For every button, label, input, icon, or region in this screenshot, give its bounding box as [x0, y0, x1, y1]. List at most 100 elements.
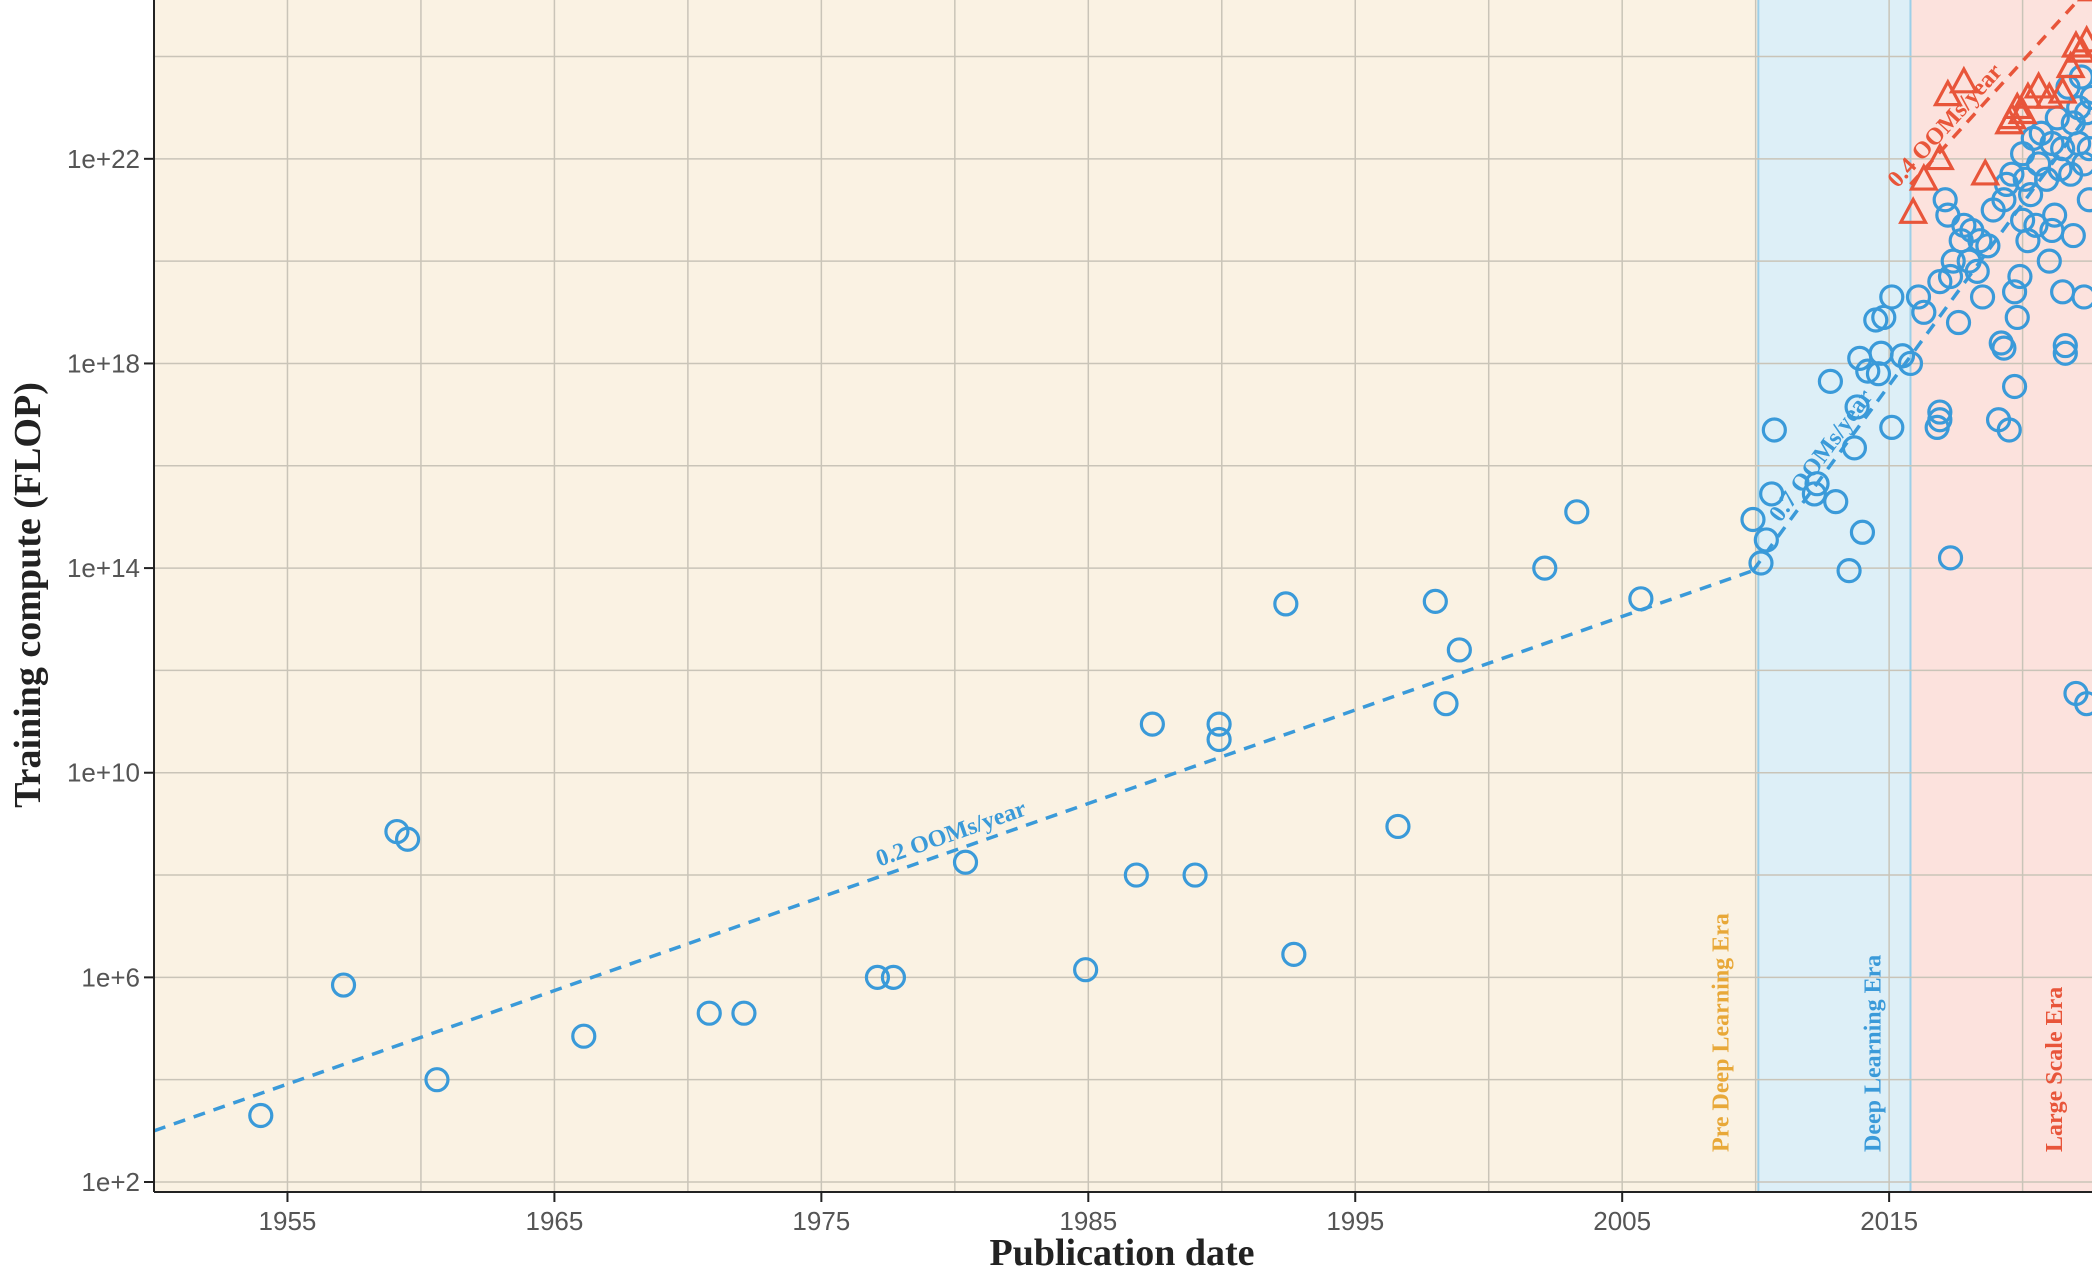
data-point-circle-0: [248, 1102, 274, 1129]
data-point-circle-110: [2071, 151, 2092, 177]
trendline-0: [153, 569, 1754, 1133]
data-point-triangle-4: [1948, 65, 1979, 94]
data-point-circle-16: [1206, 726, 1232, 753]
data-point-triangle-13: [2047, 75, 2078, 104]
data-point-circle-10: [952, 849, 979, 875]
data-point-circle-3: [394, 826, 421, 852]
data-point-circle-75: [1996, 417, 2022, 443]
data-point-circle-45: [1879, 414, 1905, 441]
data-point-circle-34: [1823, 488, 1849, 515]
data-point-triangle-9: [2007, 96, 2038, 125]
data-point-circle-17: [1273, 591, 1299, 617]
era-labels: Pre Deep Learning Era Deep Learning Era La…: [1708, 913, 2068, 1152]
data-point-circle-11: [1073, 957, 1099, 983]
data-point-triangle-11: [2023, 70, 2054, 99]
era-label-2: Large Scale Era: [2042, 987, 2068, 1152]
data-point-triangle-14: [2055, 50, 2086, 79]
data-point-circle-15: [1206, 711, 1232, 737]
data-point-circle-67: [1969, 284, 1996, 310]
y-tick-label-4: 1e+18: [67, 348, 140, 378]
data-point-circle-112: [2074, 100, 2092, 126]
data-point-circle-20: [1422, 588, 1448, 614]
data-point-circle-40: [1855, 358, 1881, 384]
data-point-circle-35: [1836, 558, 1862, 584]
data-point-circle-113: [2076, 187, 2092, 213]
data-point-circle-52: [1927, 399, 1953, 425]
y-tick-label-2: 1e+10: [67, 758, 140, 788]
x-tick-label-1: 1965: [525, 1206, 583, 1236]
data-point-circle-73: [1991, 187, 2017, 213]
data-point-circle-46: [1879, 284, 1905, 310]
data-point-circle-13: [1139, 711, 1165, 737]
data-point-circle-60: [1945, 309, 1972, 336]
data-point-triangle-17: [2071, 24, 2092, 53]
tick-labels: 1955 1965 1975 1985 1995 2005 2015 1e+2 1e+6 1e+1…: [67, 144, 1918, 1236]
data-point-circle-48: [1897, 350, 1924, 377]
era-label-0: Pre Deep Learning Era: [1708, 913, 1734, 1152]
data-point-circle-94: [2042, 202, 2068, 228]
data-point-circle-80: [2007, 263, 2033, 290]
data-point-triangle-15: [2060, 29, 2092, 58]
x-tick-label-3: 1985: [1059, 1206, 1117, 1236]
data-point-circle-58: [1937, 263, 1964, 290]
data-point-circle-115: [2079, 84, 2092, 111]
data-point-circle-8: [864, 964, 891, 990]
era-backgrounds: [154, 0, 2092, 1192]
era-band-0: [154, 0, 1759, 1192]
y-tick-label-5: 1e+22: [67, 144, 140, 174]
x-tick-label-0: 1955: [259, 1206, 317, 1236]
x-axis-title: Publication date: [990, 1232, 1255, 1274]
data-point-circle-30: [1761, 417, 1787, 443]
data-point-circle-9: [880, 964, 907, 990]
data-point-circle-28: [1753, 527, 1779, 553]
data-point-circle-84: [2015, 228, 2041, 254]
data-point-circle-91: [2036, 248, 2062, 274]
data-point-circle-50: [1911, 299, 1937, 325]
data-point-circle-104: [2060, 222, 2086, 249]
data-point-circle-49: [1905, 284, 1932, 310]
data-point-circle-76: [1999, 161, 2025, 187]
y-tick-label-3: 1e+14: [67, 553, 140, 583]
data-point-circle-37: [1844, 394, 1870, 420]
data-point-circle-72: [1991, 335, 2017, 361]
data-point-circle-27: [1748, 550, 1774, 576]
era-band-2: [1910, 0, 2092, 1192]
data-point-triangle-1: [1908, 162, 1939, 191]
data-point-triangle-5: [1970, 157, 2001, 186]
data-point-circle-36: [1841, 435, 1868, 461]
data-point-circle-78: [2001, 373, 2028, 400]
data-point-circle-23: [1532, 555, 1558, 581]
data-point-circle-7: [731, 1000, 757, 1026]
data-points: [248, 0, 2092, 1129]
y-tick-label-1: 1e+6: [81, 962, 140, 992]
data-point-circle-29: [1759, 481, 1785, 507]
data-point-circle-21: [1433, 691, 1459, 717]
axes: [153, 0, 2092, 1193]
data-point-circle-14: [1182, 862, 1208, 888]
data-point-circle-39: [1849, 519, 1876, 545]
data-point-circle-109: [2071, 284, 2092, 310]
data-point-circle-4: [424, 1067, 450, 1093]
data-point-circle-100: [2052, 332, 2078, 359]
data-point-circle-12: [1123, 862, 1149, 888]
x-tick-label-4: 1995: [1326, 1206, 1384, 1236]
data-point-triangle-0: [1898, 196, 1929, 224]
data-point-circle-55: [1932, 187, 1958, 213]
data-point-circle-32: [1804, 471, 1830, 497]
data-point-circle-99: [2052, 340, 2078, 366]
x-tick-label-5: 2005: [1593, 1206, 1651, 1236]
data-point-circle-5: [571, 1023, 597, 1049]
data-point-circle-111: [2074, 691, 2092, 717]
data-point-circle-6: [696, 1000, 722, 1026]
data-point-circle-65: [1964, 258, 1990, 284]
x-tick-label-6: 2015: [1860, 1206, 1918, 1236]
data-point-circle-24: [1564, 499, 1590, 525]
data-point-circle-68: [1975, 233, 2001, 259]
data-point-circle-47: [1889, 343, 1916, 369]
data-point-circle-26: [1740, 506, 1766, 533]
data-point-circle-1: [330, 972, 357, 998]
data-point-circle-25: [1628, 586, 1654, 612]
data-point-circle-87: [2023, 212, 2049, 238]
data-point-circle-19: [1385, 813, 1411, 840]
